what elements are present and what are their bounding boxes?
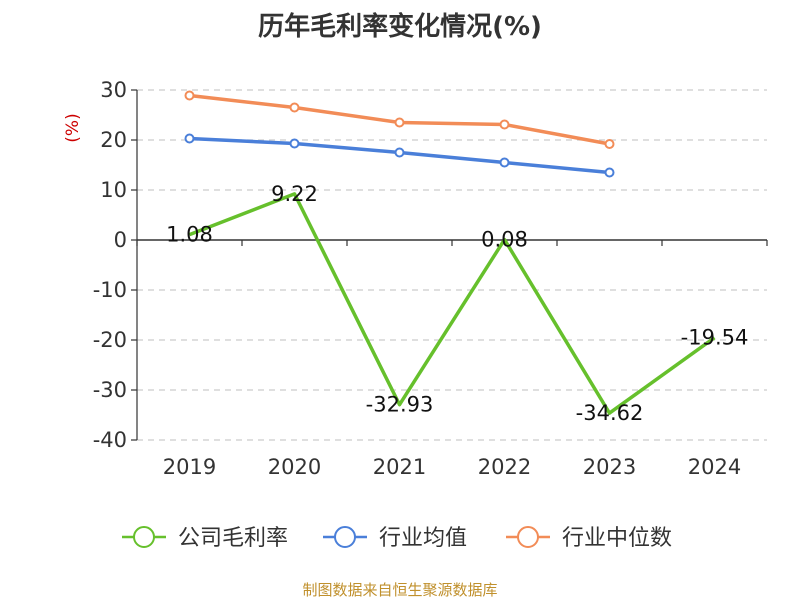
data-label: 1.08 [166, 223, 213, 247]
y-axis-label: (%) [63, 113, 83, 142]
data-point[interactable] [394, 147, 405, 158]
data-point[interactable] [604, 139, 615, 149]
y-tick-label: -10 [93, 278, 127, 302]
series-layer [184, 90, 716, 415]
data-label: -34.62 [576, 401, 644, 425]
data-labels: 1.08 9.22 -32.93 0.08 -34.62 -19.54 [166, 182, 748, 425]
y-tick-label: 20 [100, 128, 127, 152]
legend[interactable]: 公司毛利率 行业均值 行业中位数 [122, 526, 672, 551]
x-tick-label: 2019 [163, 455, 216, 479]
legend-marker-icon [133, 526, 155, 548]
data-label: 0.08 [481, 228, 528, 252]
chart-title: 历年毛利率变化情况(%) [258, 12, 542, 42]
data-label: -19.54 [681, 326, 749, 350]
x-tick-label: 2020 [268, 455, 321, 479]
x-tick-label: 2021 [373, 455, 426, 479]
legend-item-1[interactable]: 行业均值 [323, 526, 467, 551]
data-label: -32.93 [366, 393, 434, 417]
legend-marker-icon [517, 526, 539, 548]
y-tick-label: -30 [93, 378, 127, 402]
y-tick-label: 10 [100, 178, 127, 202]
x-tick-label: 2023 [583, 455, 636, 479]
legend-marker-icon [334, 526, 356, 548]
legend-item-0[interactable]: 公司毛利率 [122, 526, 288, 551]
x-tick-label: 2024 [688, 455, 741, 479]
legend-label: 公司毛利率 [178, 526, 288, 551]
y-tick-label: -40 [93, 428, 127, 452]
series-line-0 [188, 192, 716, 415]
y-tick-label: 30 [100, 78, 127, 102]
source-note: 制图数据来自恒生聚源数据库 [302, 581, 498, 599]
data-point[interactable] [499, 157, 510, 168]
axes: 30 20 10 0 -10 -20 -30 -40 2019 2020 2021 2022 2023 2… [93, 78, 768, 479]
y-tick-label: -20 [93, 328, 127, 352]
data-point[interactable] [604, 167, 615, 178]
legend-label: 行业均值 [379, 526, 467, 551]
data-point[interactable] [184, 133, 195, 144]
gridlines [137, 89, 767, 441]
data-point[interactable] [289, 102, 300, 113]
data-point[interactable] [289, 138, 300, 149]
data-point[interactable] [394, 117, 405, 128]
x-tick-label: 2022 [478, 455, 531, 479]
data-point[interactable] [184, 90, 195, 101]
legend-label: 行业中位数 [562, 526, 672, 551]
y-tick-label: 0 [114, 228, 127, 252]
data-label: 9.22 [271, 182, 318, 206]
data-point[interactable] [499, 119, 510, 130]
legend-item-2[interactable]: 行业中位数 [506, 526, 672, 551]
